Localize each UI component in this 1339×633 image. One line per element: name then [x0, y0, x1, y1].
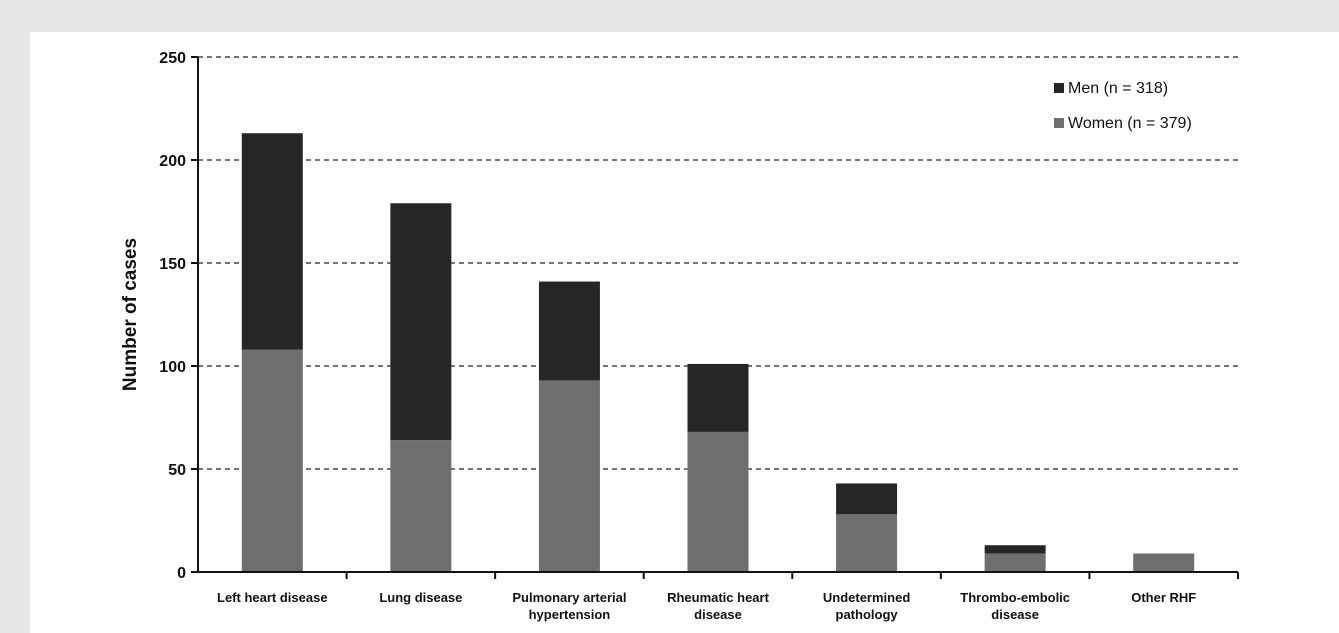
bar-segment-women	[687, 431, 749, 572]
bar-segment-men	[836, 483, 898, 515]
x-category-label: Other RHF	[1131, 590, 1196, 605]
axes	[197, 57, 1238, 573]
y-tick-label: 50	[168, 462, 186, 479]
x-category-label: disease	[991, 607, 1039, 622]
y-tick-label: 250	[159, 50, 186, 67]
x-category-label: Rheumatic heart	[667, 590, 770, 605]
x-category-label: Lung disease	[379, 590, 462, 605]
x-category-labels: Left heart disease Lung disease Pulmonary …	[217, 590, 1196, 622]
x-category-label: Thrombo-embolic	[960, 590, 1070, 605]
legend: Men (n = 318) Women (n = 379)	[1054, 80, 1192, 132]
y-axis-title: Number of cases	[120, 238, 141, 391]
x-category-label: Undetermined	[823, 590, 910, 605]
y-tick-labels: 0 50 100 150 200 250	[159, 50, 1239, 582]
bar-segment-men	[687, 363, 749, 432]
bar-segment-men	[241, 133, 303, 350]
bar-segment-women	[241, 349, 303, 572]
bar-segment-women	[390, 440, 452, 572]
bar-segment-women	[836, 514, 898, 572]
bar-segment-women	[538, 380, 600, 572]
y-tick-label: 200	[159, 153, 186, 170]
x-category-label: Pulmonary arterial	[512, 590, 626, 605]
legend-label: Women (n = 379)	[1068, 115, 1192, 132]
bar-segment-men	[390, 203, 452, 441]
x-category-label: Left heart disease	[217, 590, 328, 605]
bars	[241, 133, 1195, 572]
x-category-label: pathology	[836, 607, 899, 622]
bar-segment-men	[538, 281, 600, 381]
y-tick-label: 100	[159, 359, 186, 376]
y-tick-label: 0	[177, 565, 186, 582]
gridlines	[198, 56, 1238, 470]
bar-segment-women	[984, 553, 1046, 572]
x-category-label: disease	[694, 607, 742, 622]
legend-label: Men (n = 318)	[1068, 80, 1168, 97]
legend-swatch	[1054, 118, 1064, 128]
bar-segment-women	[1133, 553, 1195, 572]
bar-segment-men	[984, 545, 1046, 554]
y-tick-label: 150	[159, 256, 186, 273]
legend-swatch	[1054, 83, 1064, 93]
x-category-label: hypertension	[529, 607, 611, 622]
